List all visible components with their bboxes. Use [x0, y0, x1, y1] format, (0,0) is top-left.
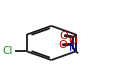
Text: N: N	[69, 43, 77, 53]
Text: Cl: Cl	[3, 47, 13, 57]
Text: O: O	[60, 31, 68, 41]
Text: O: O	[58, 40, 67, 50]
Text: O: O	[69, 36, 78, 46]
